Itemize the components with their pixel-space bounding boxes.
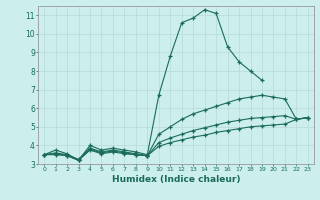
X-axis label: Humidex (Indice chaleur): Humidex (Indice chaleur) — [112, 175, 240, 184]
